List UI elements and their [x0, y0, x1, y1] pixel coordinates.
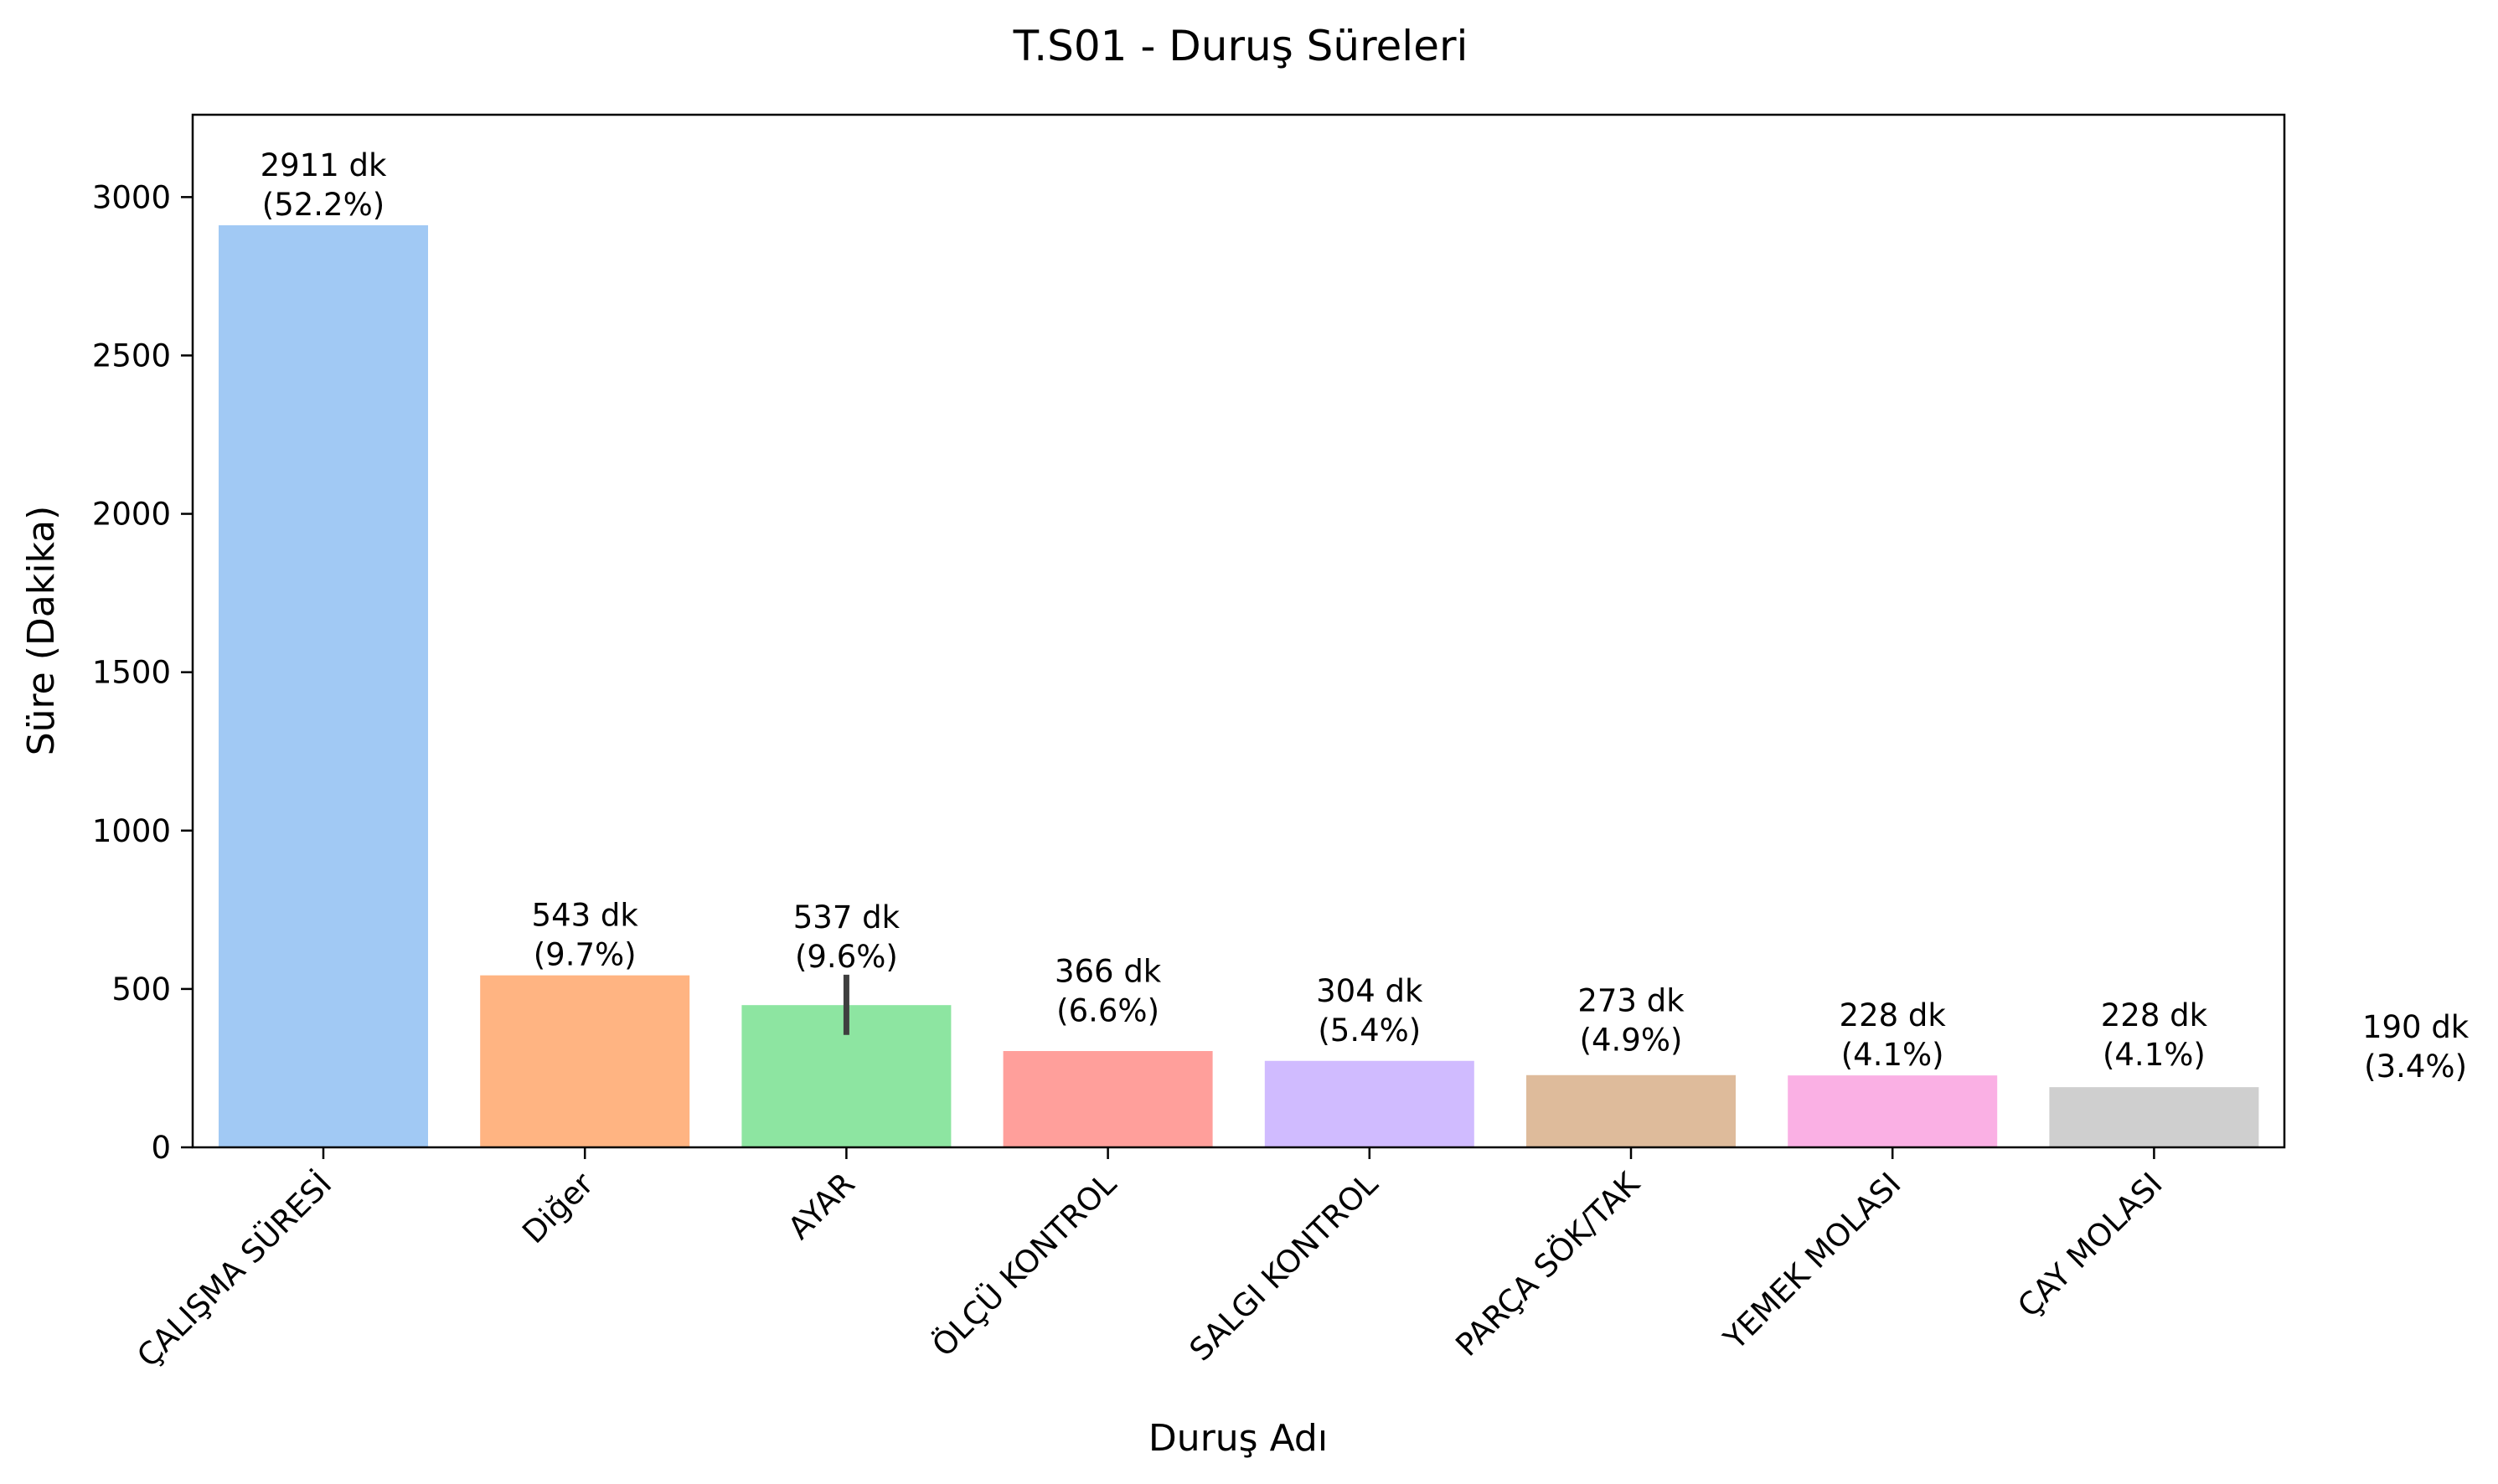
bar-label-percent-2: (9.6%) — [795, 939, 898, 975]
x-tick-label-5: PARÇA SÖK/TAK — [1448, 1165, 1647, 1363]
bar-1 — [480, 975, 690, 1147]
x-tick-label-6: YEMEK MOLASI — [1716, 1166, 1908, 1358]
y-tick-label-1: 500 — [111, 971, 171, 1007]
bar-label-value-6: 228 dk — [1840, 997, 1947, 1033]
y-tick-label-4: 2000 — [92, 497, 171, 533]
y-axis-title: Süre (Dakika) — [20, 506, 63, 756]
x-tick-label-3: ÖLÇÜ KONTROL — [925, 1166, 1123, 1364]
bar-label-percent-5: (4.9%) — [1580, 1023, 1683, 1059]
bar-label-percent-7: (4.1%) — [2103, 1037, 2206, 1073]
bar-7 — [2049, 1087, 2259, 1147]
bar-label-percent-3: (6.6%) — [1056, 993, 1159, 1029]
x-tick-label-1: Diğer — [515, 1165, 601, 1250]
bars-group — [219, 224, 2259, 1148]
bar-label-value-7: 228 dk — [2101, 997, 2208, 1033]
x-tick-label-4: SALGI KONTROL — [1183, 1166, 1386, 1368]
bar-label-percent-1: (9.7%) — [534, 937, 637, 973]
bar-label-value-0: 2911 dk — [261, 147, 387, 183]
bar-3 — [1003, 1051, 1213, 1147]
plot-frame — [191, 113, 2286, 1149]
bar-label-value-8: 190 dk — [2362, 1009, 2470, 1045]
bar-label-value-5: 273 dk — [1577, 983, 1685, 1019]
bar-label-value-1: 543 dk — [532, 898, 639, 934]
bar-label-percent-8: (3.4%) — [2364, 1049, 2467, 1085]
bar-label-percent-4: (5.4%) — [1318, 1013, 1421, 1049]
bar-label-percent-6: (4.1%) — [1841, 1037, 1944, 1073]
x-tick-label-7: ÇAY MOLASI — [2010, 1166, 2169, 1324]
y-axis: 0 500 1000 1500 2000 2500 3000 — [92, 179, 193, 1166]
bar-4 — [1264, 1060, 1474, 1147]
x-tick-label-0: ÇALIŞMA SÜRESİ — [130, 1166, 338, 1374]
bar-label-value-4: 304 dk — [1316, 973, 1423, 1009]
bar-label-percent-0: (52.2%) — [262, 187, 385, 223]
x-axis: ÇALIŞMA SÜRESİ Diğer AYAR ÖLÇÜ KONTROL SALGI… — [130, 1147, 2170, 1374]
y-tick-label-0: 0 — [151, 1130, 171, 1166]
y-tick-label-5: 2500 — [92, 338, 171, 374]
x-tick-label-2: AYAR — [781, 1166, 861, 1246]
bar-5 — [1526, 1074, 1736, 1147]
y-tick-label-3: 1500 — [92, 655, 171, 691]
x-axis-title: Duruş Adı — [1148, 1417, 1328, 1460]
bar-label-value-2: 537 dk — [793, 899, 901, 935]
bar-label-value-3: 366 dk — [1055, 954, 1162, 990]
bar-0 — [219, 224, 428, 1148]
y-tick-label-6: 3000 — [92, 179, 171, 215]
bar-6 — [1788, 1075, 1998, 1147]
bar-annotations-group: 2911 dk (52.2%) 543 dk(9.7%) 537 dk (9.6%) 36… — [261, 147, 2470, 1085]
y-tick-label-2: 1000 — [92, 813, 171, 849]
chart-title: T.S01 - Duruş Süreleri — [1013, 22, 1468, 70]
